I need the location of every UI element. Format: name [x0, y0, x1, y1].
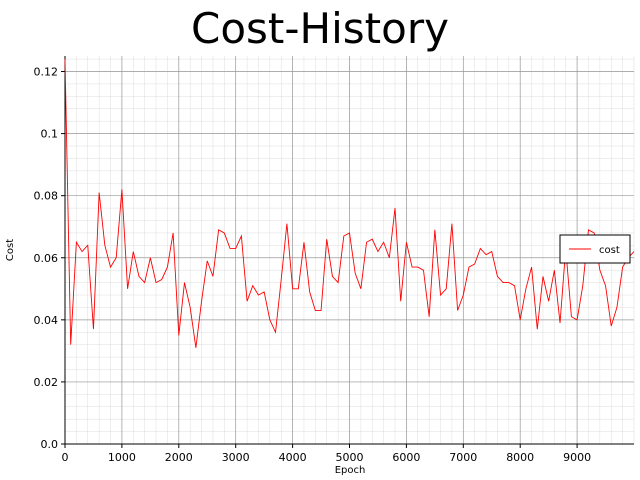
y-tick-label: 0.08: [34, 190, 59, 203]
y-tick-label: 0.06: [34, 252, 59, 265]
ticks: 0 1000 2000 3000 4000 5000 6000 7000 8000 9000 0.0…: [34, 66, 592, 464]
y-tick-label: 0.02: [34, 376, 59, 389]
y-tick-label: 0.1: [41, 128, 59, 141]
legend-label: cost: [599, 245, 620, 256]
x-tick-label: 2000: [165, 451, 193, 464]
grid: [64, 56, 635, 445]
x-tick-label: 7000: [449, 451, 477, 464]
series-line-cost: [64, 59, 635, 348]
y-tick-label: 0.0: [41, 438, 59, 451]
x-tick-label: 5000: [336, 451, 364, 464]
y-tick-label: 0.12: [34, 66, 59, 79]
x-tick-label: 0: [62, 451, 69, 464]
x-tick-label: 8000: [506, 451, 534, 464]
x-axis-label: Epoch: [335, 465, 366, 476]
y-axis-label: Cost: [5, 239, 16, 261]
x-tick-label: 9000: [563, 451, 591, 464]
x-tick-label: 3000: [222, 451, 250, 464]
chart-title: Cost-History: [191, 4, 449, 53]
legend: cost: [559, 234, 631, 264]
x-tick-label: 6000: [392, 451, 420, 464]
x-tick-label: 1000: [108, 451, 136, 464]
y-tick-label: 0.04: [34, 314, 59, 327]
x-tick-label: 4000: [279, 451, 307, 464]
series-layer: [64, 59, 635, 348]
